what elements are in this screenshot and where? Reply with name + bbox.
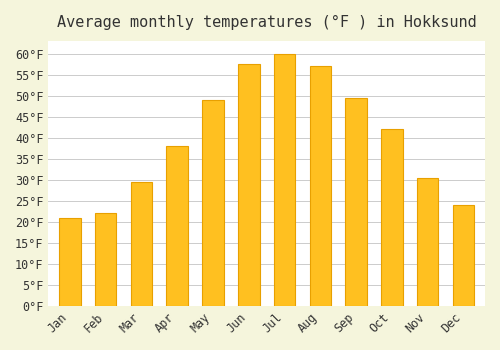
Bar xyxy=(202,100,224,306)
Bar xyxy=(95,213,116,306)
Bar xyxy=(453,205,474,306)
Bar xyxy=(381,129,402,306)
Bar xyxy=(130,182,152,306)
Bar xyxy=(59,217,80,306)
Bar xyxy=(346,98,367,306)
Bar xyxy=(166,146,188,306)
Bar xyxy=(238,64,260,306)
Bar xyxy=(310,66,331,306)
Bar xyxy=(417,177,438,306)
Bar xyxy=(274,54,295,306)
Title: Average monthly temperatures (°F ) in Hokksund: Average monthly temperatures (°F ) in Ho… xyxy=(57,15,476,30)
